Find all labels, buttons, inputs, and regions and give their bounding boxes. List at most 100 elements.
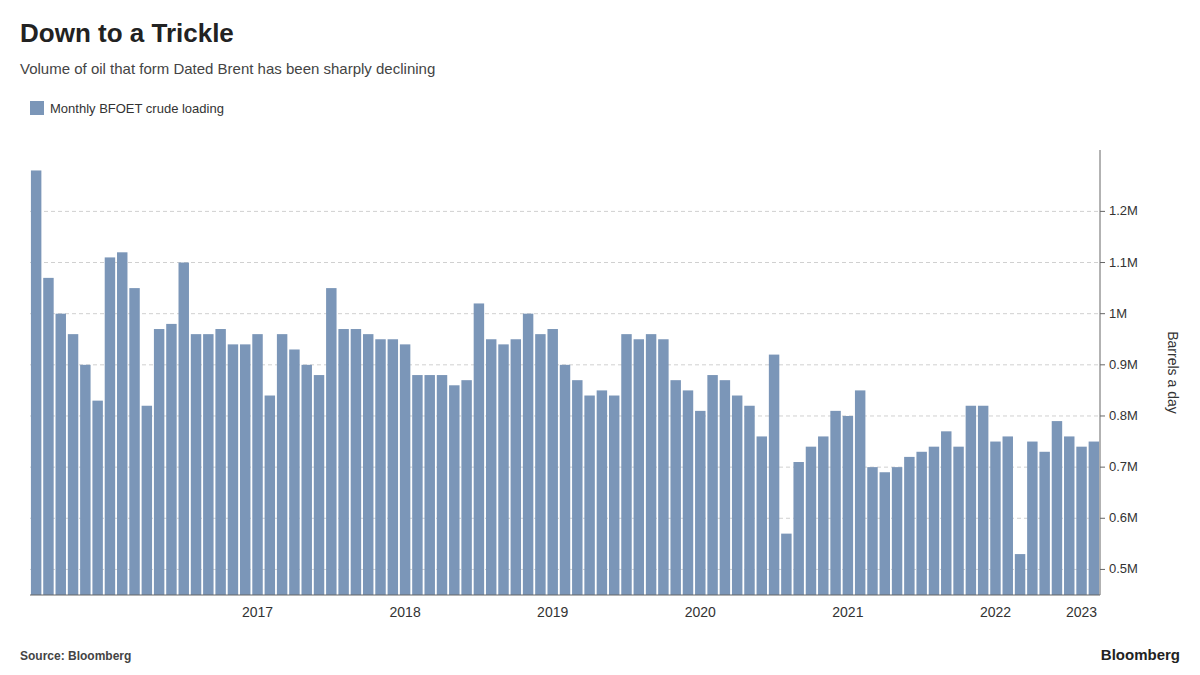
bar [658, 339, 668, 595]
y-tick [1100, 262, 1105, 263]
bar [265, 396, 275, 595]
bar [80, 365, 90, 595]
bar [412, 375, 422, 595]
bar [646, 334, 656, 595]
x-axis-line [30, 595, 1100, 596]
annotation: Bloomberg [1101, 646, 1180, 663]
bar [240, 344, 250, 595]
grid-line [30, 313, 1100, 314]
bar [92, 401, 102, 595]
bar [867, 467, 877, 595]
bar [252, 334, 262, 595]
bar [978, 406, 988, 595]
bar [547, 329, 557, 595]
source: Source: Bloomberg [20, 649, 131, 663]
bar [461, 380, 471, 595]
y-tick-label: 0.6M [1109, 510, 1138, 525]
bar [228, 344, 238, 595]
bar [732, 396, 742, 595]
bar [474, 303, 484, 595]
bar [793, 462, 803, 595]
x-tick-label: 2019 [537, 604, 568, 620]
bar [326, 288, 336, 595]
x-ticks: 2017201820192020202120222023 [242, 604, 1097, 620]
legend-swatch [30, 101, 44, 115]
bar [916, 452, 926, 595]
bar [990, 442, 1000, 595]
bar [966, 406, 976, 595]
bar [757, 436, 767, 595]
bar [535, 334, 545, 595]
bar [179, 263, 189, 595]
y-tick-label: 1.1M [1109, 255, 1138, 270]
bar [892, 467, 902, 595]
bar [154, 329, 164, 595]
y-tick [1100, 415, 1105, 416]
bar [597, 390, 607, 595]
title: Down to a Trickle [20, 18, 234, 48]
bar [806, 447, 816, 595]
y-tick-label: 0.5M [1109, 561, 1138, 576]
bar [388, 339, 398, 595]
x-tick-label: 2022 [980, 604, 1011, 620]
bar [31, 170, 41, 595]
bar [769, 355, 779, 595]
bar [1003, 436, 1013, 595]
bar [584, 396, 594, 595]
bar [498, 344, 508, 595]
y-tick-label: 0.8M [1109, 408, 1138, 423]
bar [1015, 554, 1025, 595]
bar [142, 406, 152, 595]
y-tick [1100, 211, 1105, 212]
bar [634, 339, 644, 595]
x-tick-label: 2017 [242, 604, 273, 620]
bar [707, 375, 717, 595]
bar [314, 375, 324, 595]
bar [1064, 436, 1074, 595]
bar [880, 472, 890, 595]
x-tick-label: 2020 [685, 604, 716, 620]
bar [166, 324, 176, 595]
bar [277, 334, 287, 595]
bar [1076, 447, 1086, 595]
bar [609, 396, 619, 595]
bar [289, 349, 299, 595]
bar [929, 447, 939, 595]
chart: Down to a Trickle Volume of oil that form… [0, 0, 1200, 675]
bar [400, 344, 410, 595]
legend-label: Monthly BFOET crude loading [50, 101, 224, 116]
subtitle: Volume of oil that form Dated Brent has … [20, 60, 435, 77]
y-tick [1100, 364, 1105, 365]
bar [904, 457, 914, 595]
bar [572, 380, 582, 595]
bar [720, 380, 730, 595]
bar [301, 365, 311, 595]
bars [31, 170, 1099, 595]
bar [744, 406, 754, 595]
bar [68, 334, 78, 595]
bar [191, 334, 201, 595]
bar [683, 390, 693, 595]
bar [203, 334, 213, 595]
bar [1027, 442, 1037, 595]
y-tick [1100, 467, 1105, 468]
bar [953, 447, 963, 595]
legend: Monthly BFOET crude loading [30, 101, 224, 116]
grid-line [30, 211, 1100, 212]
bar [830, 411, 840, 595]
y-tick [1100, 313, 1105, 314]
bar [818, 436, 828, 595]
y-tick-label: 1.2M [1109, 203, 1138, 218]
y-tick-label: 0.9M [1109, 357, 1138, 372]
grid-line [30, 262, 1100, 263]
x-tick-label: 2021 [832, 604, 863, 620]
bar [56, 314, 66, 595]
y-tick-label: 0.7M [1109, 459, 1138, 474]
bar [363, 334, 373, 595]
y-axis-label: Barrels a day [1165, 331, 1181, 413]
bar [424, 375, 434, 595]
bar [1052, 421, 1062, 595]
y-tick [1100, 518, 1105, 519]
bar [215, 329, 225, 595]
y-ticks: 0.5M0.6M0.7M0.8M0.9M1M1.1M1.2M [1100, 203, 1138, 576]
